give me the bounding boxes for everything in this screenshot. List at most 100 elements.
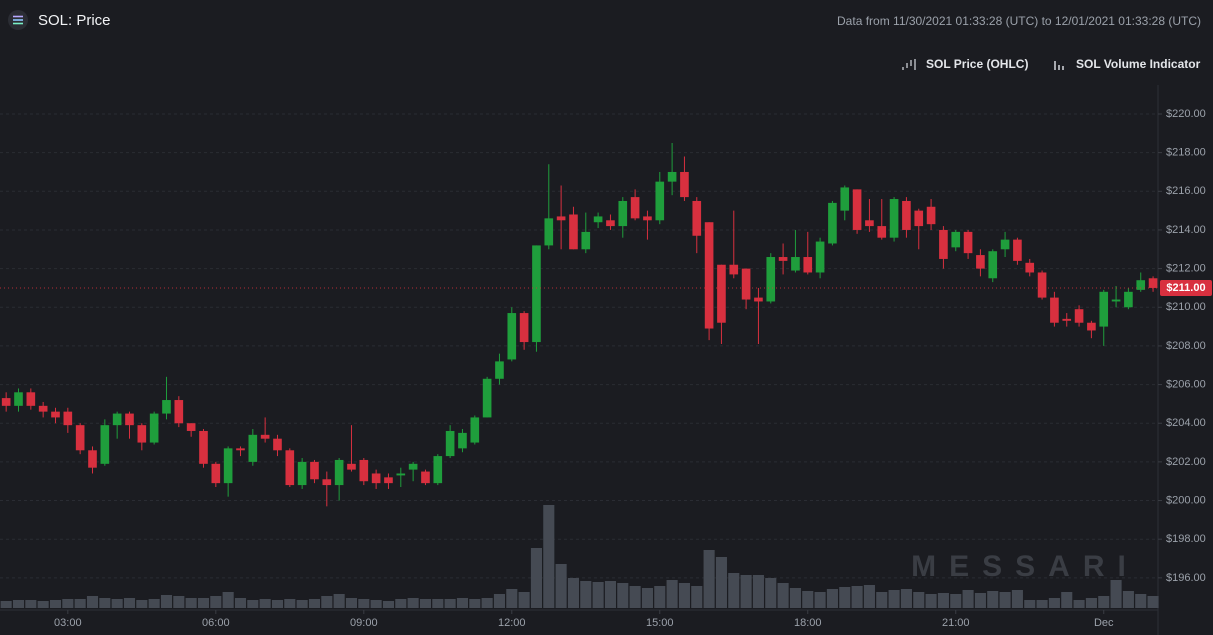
candle-body bbox=[14, 392, 23, 406]
candle-body bbox=[976, 255, 985, 269]
candle-body bbox=[988, 251, 998, 279]
candle bbox=[433, 454, 443, 486]
x-tick-label: 15:00 bbox=[646, 617, 674, 629]
candle-body bbox=[914, 210, 924, 227]
candle bbox=[803, 231, 813, 275]
y-tick-label: $200.00 bbox=[1166, 494, 1206, 506]
volume-bar bbox=[234, 598, 247, 608]
volume-bar bbox=[493, 594, 506, 608]
volume-bar bbox=[518, 592, 530, 608]
candle-body bbox=[865, 220, 874, 227]
candle-body bbox=[704, 222, 714, 329]
volume-bar bbox=[580, 581, 592, 608]
volume-bar bbox=[1098, 596, 1110, 608]
volume-bar bbox=[321, 596, 333, 608]
candle bbox=[1025, 258, 1035, 277]
candle bbox=[396, 467, 406, 488]
volume-bar bbox=[25, 600, 37, 608]
candle bbox=[273, 434, 282, 457]
candle bbox=[630, 189, 640, 221]
candle-body bbox=[273, 438, 282, 451]
volume-bar bbox=[703, 550, 715, 608]
candle-body bbox=[470, 417, 480, 443]
candle bbox=[100, 419, 110, 466]
x-tick-label: 06:00 bbox=[202, 617, 230, 629]
volume-bar bbox=[99, 598, 111, 608]
candle-body bbox=[963, 231, 973, 254]
candle-body bbox=[125, 413, 134, 426]
volume-bar bbox=[1122, 591, 1134, 608]
legend-label[interactable]: SOL Volume Indicator bbox=[1076, 57, 1201, 71]
candle-body bbox=[840, 187, 850, 211]
candle-body bbox=[828, 202, 837, 244]
y-tick-label: $208.00 bbox=[1166, 340, 1206, 352]
volume-bar bbox=[469, 599, 481, 608]
candle-body bbox=[741, 268, 751, 300]
candle bbox=[717, 264, 726, 344]
candle-body bbox=[322, 479, 332, 486]
candle-body bbox=[149, 413, 159, 443]
volume-bar bbox=[789, 588, 801, 608]
volume-bar bbox=[839, 587, 851, 608]
candle bbox=[1062, 313, 1072, 327]
volume-bar bbox=[925, 594, 937, 608]
volume-bar bbox=[678, 583, 690, 608]
candle-body bbox=[359, 459, 369, 482]
watermark: MESSARI bbox=[911, 550, 1139, 583]
candle bbox=[371, 469, 381, 489]
volume-bar bbox=[555, 564, 567, 608]
volume-bar bbox=[210, 596, 222, 608]
candle bbox=[618, 197, 628, 238]
candle bbox=[741, 268, 751, 310]
candle-body bbox=[174, 400, 184, 424]
legend-label[interactable]: SOL Price (OHLC) bbox=[926, 57, 1028, 71]
candle-body bbox=[581, 231, 591, 250]
volume-bar bbox=[271, 600, 284, 608]
candle bbox=[408, 461, 418, 482]
candle bbox=[482, 376, 492, 418]
candle bbox=[914, 208, 924, 250]
volume-bar bbox=[185, 598, 197, 608]
volume-bar bbox=[1110, 580, 1122, 608]
candle bbox=[778, 243, 788, 275]
candle bbox=[963, 229, 973, 259]
x-tick-label: 03:00 bbox=[54, 617, 82, 629]
candle-body bbox=[310, 461, 319, 480]
volume-bar bbox=[62, 599, 74, 608]
volume-bar bbox=[641, 588, 653, 608]
candle-body bbox=[285, 450, 295, 486]
candle bbox=[75, 423, 85, 455]
candle bbox=[976, 249, 985, 277]
volume-bar bbox=[999, 592, 1011, 608]
candle bbox=[544, 164, 554, 250]
candle bbox=[754, 287, 763, 344]
candle bbox=[889, 197, 899, 242]
volume-bar bbox=[777, 583, 789, 608]
volume-bar bbox=[432, 599, 444, 608]
candle-body bbox=[618, 200, 628, 227]
candle bbox=[1124, 287, 1133, 310]
volume-bar bbox=[308, 599, 321, 608]
candle bbox=[162, 376, 171, 420]
candle bbox=[174, 396, 184, 428]
candle bbox=[421, 469, 430, 486]
volume-bar bbox=[752, 575, 764, 608]
candle bbox=[445, 425, 455, 459]
x-tick-label: 12:00 bbox=[498, 617, 526, 629]
candle bbox=[606, 214, 615, 230]
volume-bar bbox=[49, 600, 62, 608]
volume-bar bbox=[567, 578, 579, 608]
candle-body bbox=[495, 361, 504, 379]
x-tick-label: 21:00 bbox=[942, 617, 970, 629]
volume-bar bbox=[407, 598, 419, 608]
candle bbox=[828, 200, 837, 246]
candle-body bbox=[754, 297, 763, 302]
candle-body bbox=[569, 214, 578, 250]
candle bbox=[137, 423, 147, 451]
volume-bar bbox=[950, 594, 962, 608]
candle bbox=[359, 458, 369, 486]
candle-body bbox=[26, 392, 36, 406]
candle bbox=[458, 429, 467, 453]
candle-body bbox=[1087, 322, 1096, 331]
